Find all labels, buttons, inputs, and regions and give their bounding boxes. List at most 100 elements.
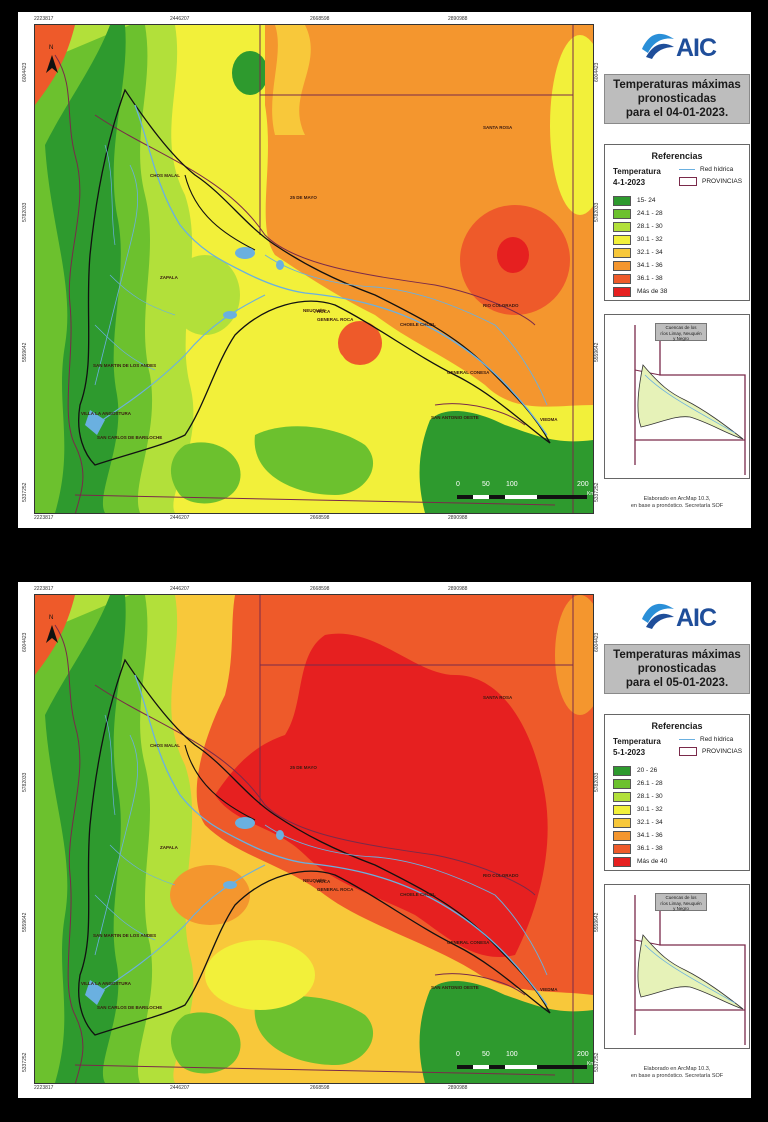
color-swatch [613,195,631,206]
legend-heading: Referencias [651,721,703,731]
north-arrow-icon [45,53,59,75]
legend-class: 32.1 - 34 [613,816,667,829]
scale-label: 50 [482,481,490,488]
forecast-panel-2: N SANTA ROSA CHOS MALAL 25 DE MAYO ZAPALA NEU… [18,582,751,1098]
place-label: SAN MARTIN DE LOS ANDES [93,363,157,368]
river-line-icon [679,168,695,171]
legend-class: 26.1 - 28 [613,777,667,790]
map-title: Temperaturas máximas pronosticadas para … [604,74,750,124]
place-label: VIEDMA [540,987,558,992]
place-label: NEUQUÉN [303,308,326,313]
coord-bottom: 2668598 [310,1085,330,1091]
temperature-map [35,595,593,1083]
scale-label: 200 [577,1051,589,1058]
inset-map-drawing [634,325,746,475]
scale-label: 0 [456,1051,460,1058]
map-sidebar: AIC Temperaturas máximas pronosticadas p… [590,12,751,528]
color-swatch [613,260,631,271]
color-swatch [613,843,631,854]
scale-label: 50 [482,1051,490,1058]
place-label: SAN ANTONIO OESTE [431,415,479,420]
place-label: CHOELE CHOEL [400,892,436,897]
color-swatch [613,234,631,245]
coord-bottom: 2890988 [448,515,468,521]
legend-class: 15- 24 [613,194,667,207]
legend-class: 36.1 - 38 [613,272,667,285]
coord-left: 5337252 [22,1052,28,1072]
coord-left: 5559642 [22,342,28,362]
coord-left: 5559642 [22,912,28,932]
scale-label: 0 [456,481,460,488]
place-label: GENERAL CONESA [447,940,490,945]
legend: Referencias Temperatura 5-1-2023 Red híd… [604,714,750,871]
place-label: ROCA [317,309,331,314]
river-line-icon [679,738,695,741]
coord-left: 5337252 [22,482,28,502]
wave-logo-icon [642,33,674,59]
scale-label: 100 [506,1051,518,1058]
legend-class: 30.1 - 32 [613,803,667,816]
place-label: SANTA ROSA [483,125,513,130]
place-label: SANTA ROSA [483,695,513,700]
legend-class: 28.1 - 30 [613,790,667,803]
north-arrow-icon [45,623,59,645]
place-label: 25 DE MAYO [290,195,317,200]
place-label: CHOELE CHOEL [400,322,436,327]
coord-top: 2668598 [310,586,330,592]
place-label: NEUQUÉN [303,878,326,883]
place-label: CHOS MALAL [150,743,180,748]
wave-logo-icon [642,603,674,629]
coord-bottom: 2890988 [448,1085,468,1091]
place-label: GENERAL ROCA [317,887,354,892]
coord-top: 2446207 [170,586,190,592]
place-label: VILLA LA ANGOSTURA [81,981,131,986]
place-label: RIO COLORADO [483,303,519,308]
north-label: N [49,615,54,621]
place-label: SAN MARTIN DE LOS ANDES [93,933,157,938]
coord-left: 5782033 [22,772,28,792]
color-swatch [613,273,631,284]
place-label: CHOS MALAL [150,173,180,178]
province-box-icon [679,177,697,186]
legend: Referencias Temperatura 4-1-2023 Red híd… [604,144,750,301]
forecast-panel-1: N SANTA ROSA CHOS MALAL 25 DE MAYO ZAPALA NEU… [18,12,751,528]
coord-bottom: 2668598 [310,515,330,521]
inset-map-drawing [634,895,746,1045]
inset-label: Cuencas de los ríos Limay, Neuquén y Neg… [655,893,707,911]
place-label: ZAPALA [160,845,178,850]
color-swatch [613,765,631,776]
coord-left: 6004423 [22,62,28,82]
coord-top: 2223817 [34,586,54,592]
color-swatch [613,791,631,802]
coord-left: 5782033 [22,202,28,222]
legend-variable: Temperatura 4-1-2023 [613,167,661,187]
coord-bottom: 2446207 [170,1085,190,1091]
color-swatch [613,778,631,789]
legend-class: 34.1 - 36 [613,829,667,842]
color-swatch [613,830,631,841]
credit-text: Elaborado en ArcMap 10.3, en base a pron… [630,1066,724,1079]
north-label: N [49,45,54,51]
coord-bottom: 2223817 [34,1085,54,1091]
legend-class: 34.1 - 36 [613,259,667,272]
scale-label: 100 [506,481,518,488]
legend-class: 36.1 - 38 [613,842,667,855]
color-swatch [613,221,631,232]
place-label: 25 DE MAYO [290,765,317,770]
legend-class: Más de 38 [613,285,667,298]
inset-map: Cuencas de los ríos Limay, Neuquén y Neg… [604,314,750,479]
place-label: GENERAL CONESA [447,370,490,375]
map-frame: N SANTA ROSA CHOS MALAL 25 DE MAYO ZAPALA NEU… [34,594,594,1084]
legend-class: 28.1 - 30 [613,220,667,233]
inset-map: Cuencas de los ríos Limay, Neuquén y Neg… [604,884,750,1049]
color-swatch [613,208,631,219]
place-label: GENERAL ROCA [317,317,354,322]
aic-logo: AIC [640,27,730,67]
legend-classes: 20 - 26 26.1 - 28 28.1 - 30 30.1 - 32 32.1 -… [613,764,667,868]
coord-bottom: 2223817 [34,515,54,521]
legend-provinces: PROVINCIAS [679,747,742,756]
place-label: RIO COLORADO [483,873,519,878]
credit-text: Elaborado en ArcMap 10.3, en base a pron… [630,496,724,509]
map-sidebar: AIC Temperaturas máximas pronosticadas p… [590,582,751,1098]
place-label: VIEDMA [540,417,558,422]
